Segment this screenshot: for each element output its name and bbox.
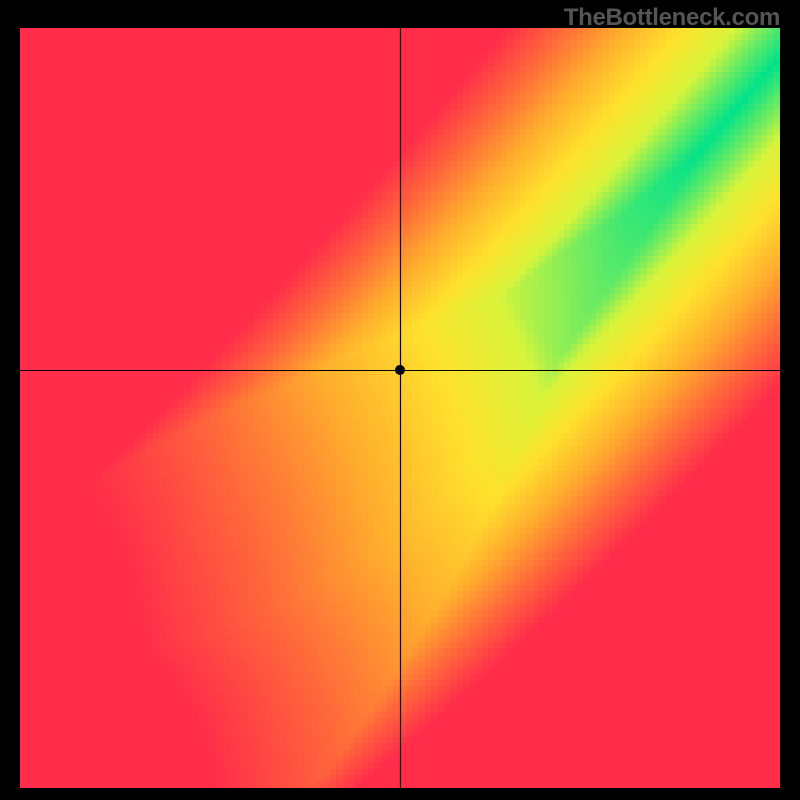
heatmap-canvas	[20, 28, 780, 788]
heatmap-plot	[20, 28, 780, 788]
figure-container: TheBottleneck.com	[0, 0, 800, 800]
